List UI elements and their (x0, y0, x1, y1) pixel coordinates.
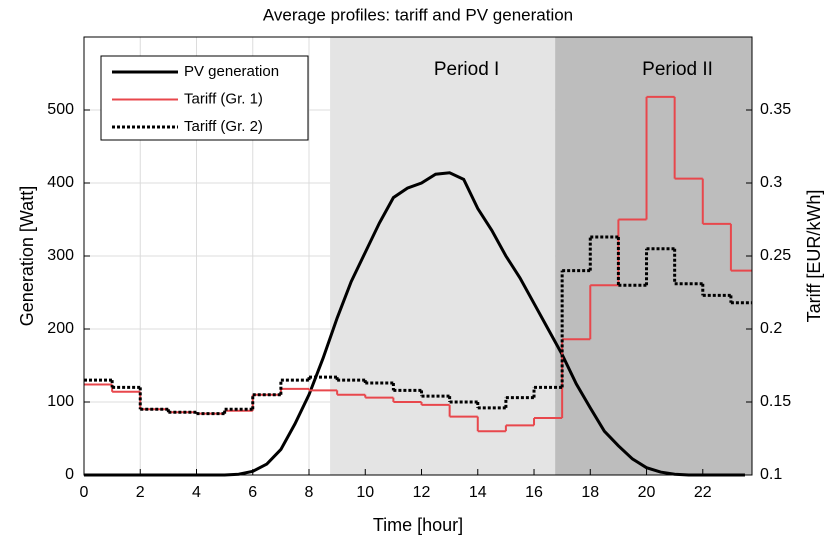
x-tick-label: 14 (469, 484, 487, 501)
region-label: Period I (434, 59, 499, 80)
x-axis-label: Time [hour] (373, 515, 463, 535)
y-tick-label: 400 (47, 174, 74, 191)
y2-tick-label: 0.25 (760, 247, 791, 264)
x-tick-label: 18 (581, 484, 599, 501)
x-tick-label: 2 (136, 484, 145, 501)
y-tick-label: 200 (47, 320, 74, 337)
legend-label: PV generation (184, 63, 279, 80)
y2-tick-label: 0.3 (760, 174, 782, 191)
y2-tick-label: 0.1 (760, 466, 782, 483)
plot-frame (83, 36, 753, 476)
y-tick-label: 300 (47, 247, 74, 264)
chart-title: Average profiles: tariff and PV generati… (263, 5, 573, 24)
region (555, 37, 752, 475)
y-tick-label: 100 (47, 393, 74, 410)
x-tick-label: 12 (413, 484, 431, 501)
legend-box (100, 55, 309, 141)
y2-tick-label: 0.2 (760, 320, 782, 337)
legend-label: Tariff (Gr. 2) (184, 118, 263, 135)
y2-tick-label: 0.15 (760, 393, 791, 410)
x-tick-label: 4 (192, 484, 201, 501)
y2-axis-label: Tariff [EUR/kWh] (804, 190, 824, 323)
x-tick-label: 0 (80, 484, 89, 501)
y-tick-label: 500 (47, 101, 74, 118)
x-tick-label: 20 (638, 484, 656, 501)
region-label: Period II (642, 59, 713, 80)
x-tick-label: 10 (356, 484, 374, 501)
x-tick-label: 22 (694, 484, 712, 501)
y2-tick-label: 0.35 (760, 101, 791, 118)
y-axis-label: Generation [Watt] (17, 186, 37, 326)
x-tick-label: 6 (248, 484, 257, 501)
legend-label: Tariff (Gr. 1) (184, 90, 263, 107)
y-tick-label: 0 (65, 466, 74, 483)
region (330, 37, 556, 475)
x-tick-label: 16 (525, 484, 543, 501)
x-tick-label: 8 (305, 484, 314, 501)
